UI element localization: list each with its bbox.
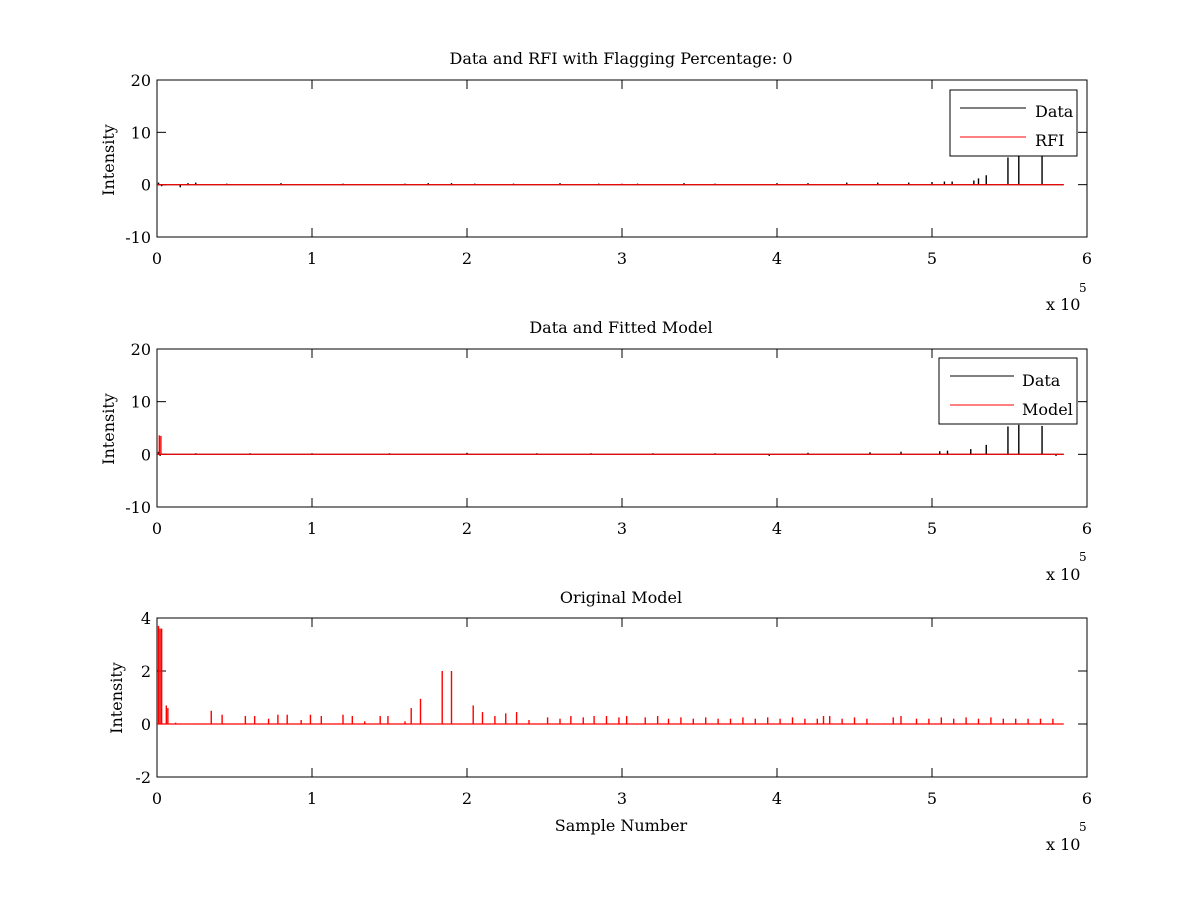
- subplot-1-ylabel: Intensity: [99, 124, 118, 196]
- x-tick-label: 2: [462, 249, 472, 268]
- subplot-1: Data and RFI with Flagging Percentage: 0…: [99, 49, 1092, 314]
- subplot-3-x-exponent: 5: [1079, 820, 1087, 834]
- subplot-2-title: Data and Fitted Model: [529, 318, 712, 337]
- y-tick-label: 4: [141, 609, 151, 628]
- y-tick-label: 0: [141, 176, 151, 195]
- subplot-1-title: Data and RFI with Flagging Percentage: 0: [449, 49, 792, 68]
- subplot-2-x-exponent: 5: [1079, 550, 1087, 564]
- x-tick-label: 4: [772, 519, 782, 538]
- subplot-2-legend-label-model: Model: [1022, 400, 1073, 419]
- x-tick-label: 6: [1082, 519, 1092, 538]
- subplot-3-xlabel: Sample Number: [555, 816, 688, 835]
- subplot-3-title: Original Model: [560, 588, 682, 607]
- subplot-1-x-exponent: 5: [1079, 281, 1087, 295]
- subplot-3-x-multiplier: x 10: [1046, 835, 1080, 854]
- y-tick-label: -10: [125, 228, 151, 247]
- x-tick-label: 4: [772, 249, 782, 268]
- subplot-2: Data and Fitted Model Intensity 0 1 2 3 4 5 6 -…: [99, 318, 1092, 584]
- x-tick-label: 2: [462, 789, 472, 808]
- x-tick-label: 5: [927, 789, 937, 808]
- x-tick-label: 1: [307, 249, 317, 268]
- x-tick-label: 6: [1082, 789, 1092, 808]
- y-tick-label: 0: [141, 715, 151, 734]
- subplot-1-x-multiplier: x 10: [1046, 295, 1080, 314]
- x-tick-label: 3: [617, 519, 627, 538]
- x-tick-label: 3: [617, 249, 627, 268]
- y-tick-label: 20: [131, 71, 151, 90]
- y-tick-label: -2: [135, 768, 151, 787]
- y-tick-label: 20: [131, 340, 151, 359]
- y-tick-label: -10: [125, 498, 151, 517]
- subplot-2-x-multiplier: x 10: [1046, 565, 1080, 584]
- subplot-2-legend-label-data: Data: [1022, 371, 1061, 390]
- x-tick-label: 0: [152, 789, 162, 808]
- y-tick-label: 2: [141, 662, 151, 681]
- subplot-1-legend-label-rfi: RFI: [1035, 131, 1064, 150]
- x-tick-label: 5: [927, 519, 937, 538]
- x-tick-label: 6: [1082, 249, 1092, 268]
- subplot-1-legend: Data RFI: [949, 89, 1078, 157]
- x-tick-label: 3: [617, 789, 627, 808]
- y-tick-label: 0: [141, 445, 151, 464]
- x-tick-label: 1: [307, 789, 317, 808]
- x-tick-label: 2: [462, 519, 472, 538]
- subplot-3-ylabel: Intensity: [107, 662, 126, 734]
- subplot-2-legend-box: [938, 357, 1078, 425]
- subplot-2-legend: Data Model: [938, 357, 1078, 425]
- y-tick-label: 10: [131, 123, 151, 142]
- subplot-2-ylabel: Intensity: [99, 393, 118, 465]
- subplot-1-legend-box: [949, 89, 1078, 157]
- x-tick-label: 1: [307, 519, 317, 538]
- x-tick-label: 5: [927, 249, 937, 268]
- x-tick-label: 4: [772, 789, 782, 808]
- x-tick-label: 0: [152, 519, 162, 538]
- x-tick-label: 0: [152, 249, 162, 268]
- subplot-1-legend-label-data: Data: [1035, 102, 1074, 121]
- y-tick-label: 10: [131, 393, 151, 412]
